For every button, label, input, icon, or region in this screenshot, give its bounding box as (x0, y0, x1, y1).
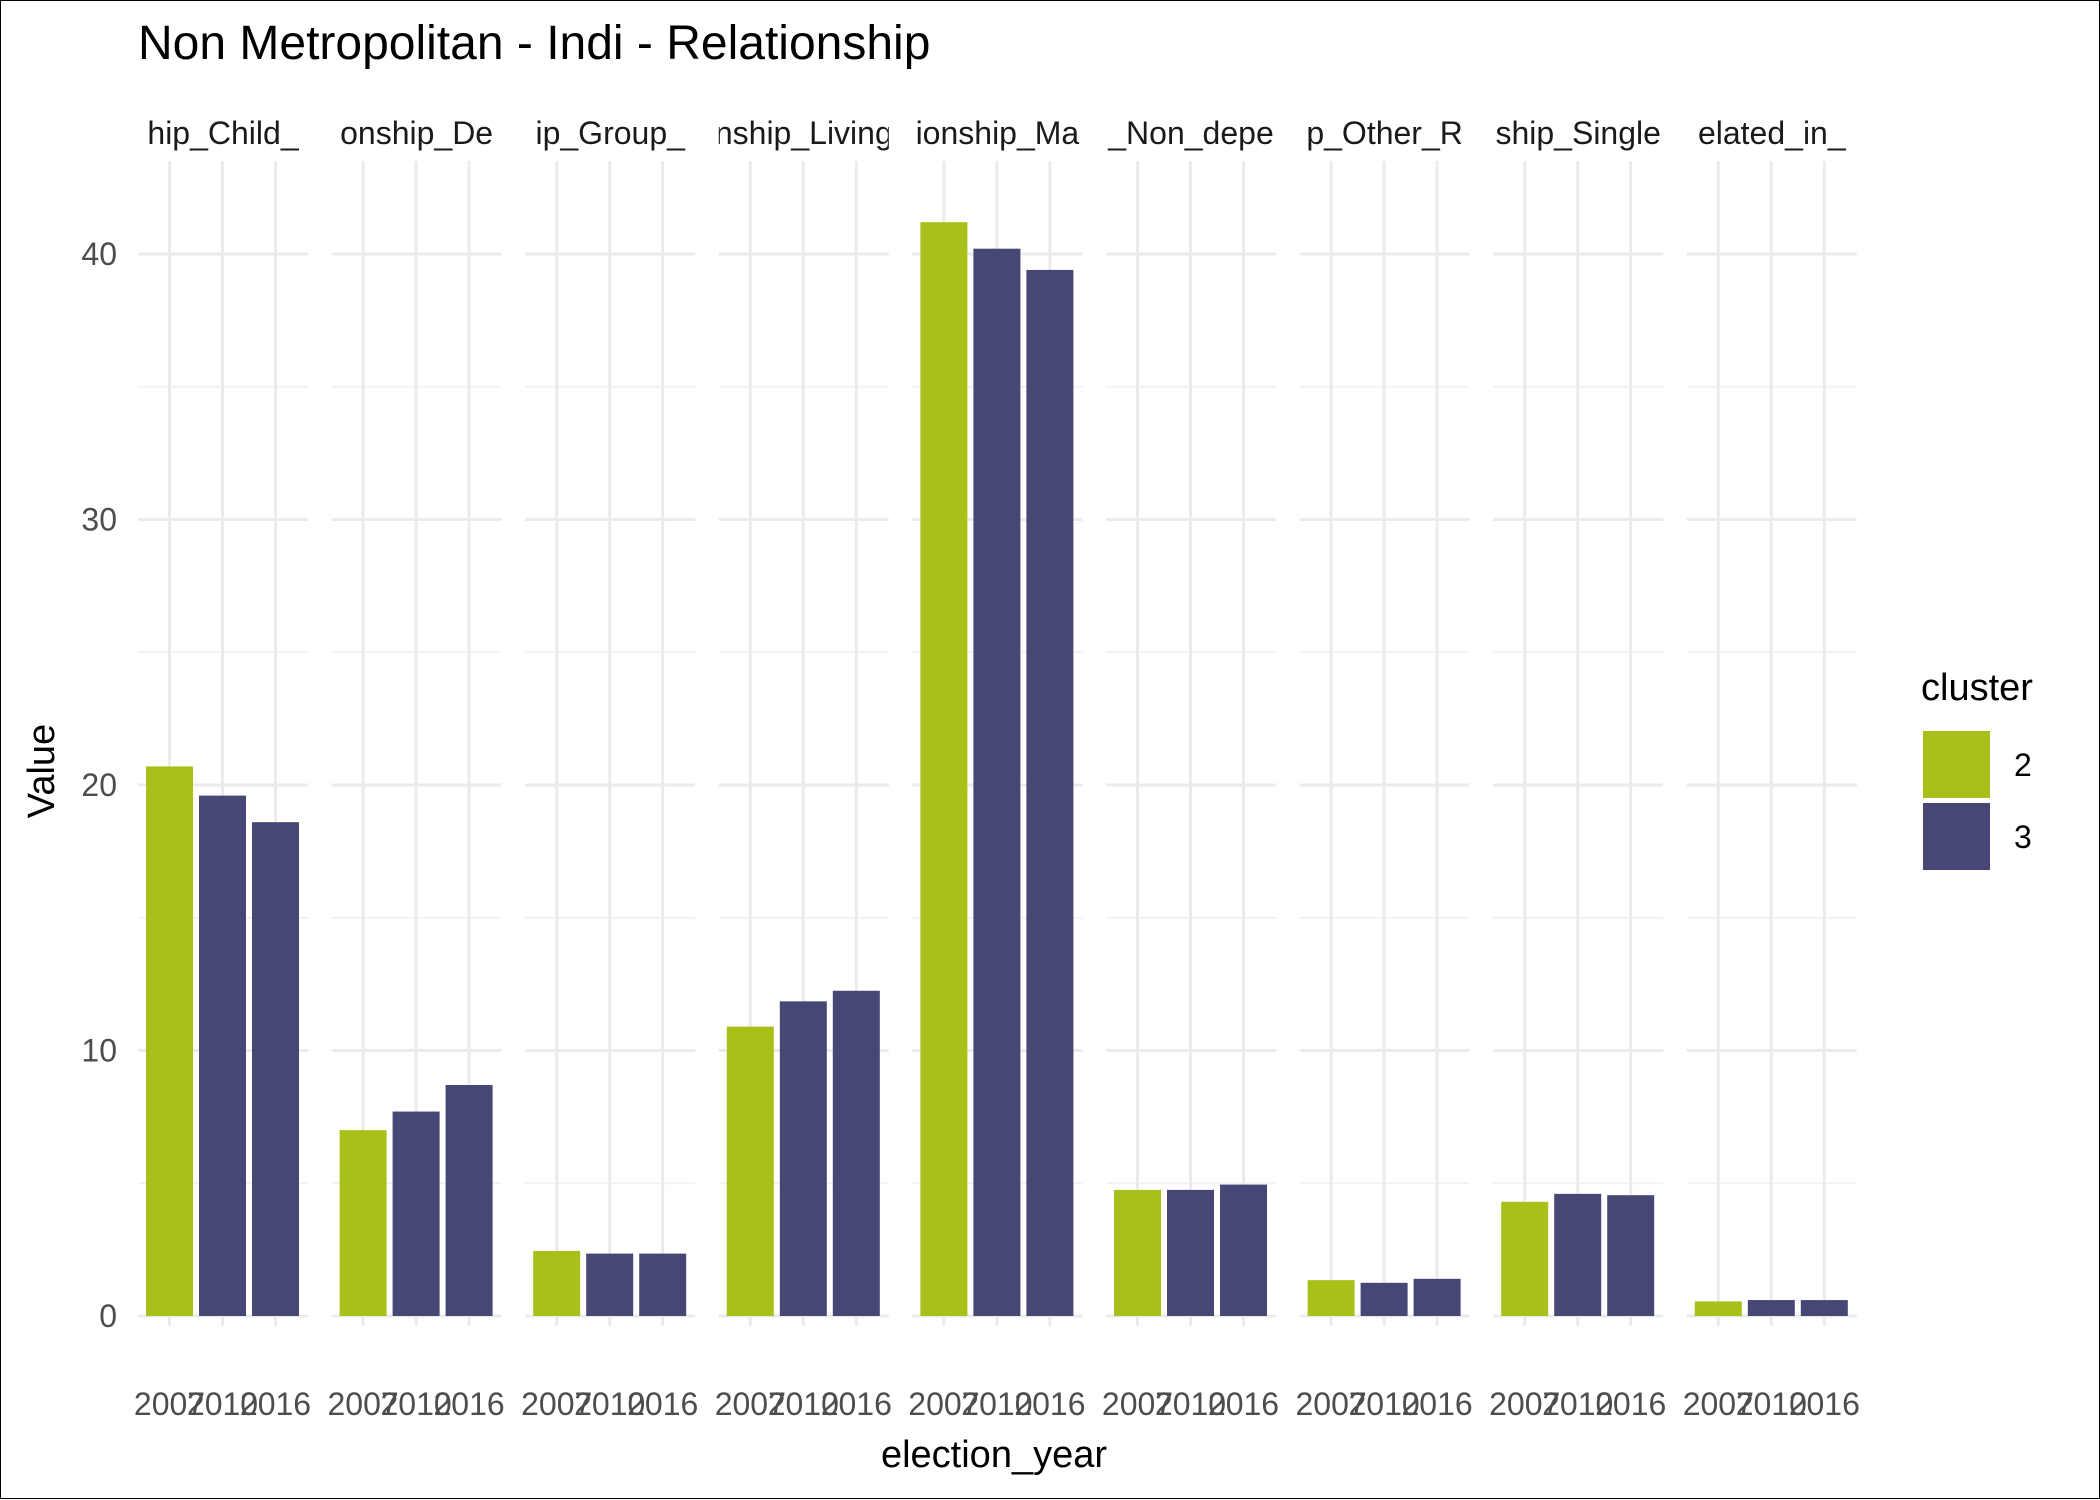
facet-strip-label: ship_Single (1495, 115, 1660, 151)
x-tick-label: 2016 (1014, 1386, 1085, 1422)
legend-swatch (1923, 731, 1990, 798)
facet-strip-label: _Non_depe (1107, 115, 1273, 151)
bar (920, 222, 968, 1316)
bar (639, 1253, 687, 1316)
legend-title: cluster (1921, 667, 2033, 709)
y-axis-label: Value (21, 724, 63, 818)
x-axis-label: election_year (881, 1434, 1107, 1476)
bar (586, 1253, 634, 1316)
x-tick-label: 2016 (1208, 1386, 1279, 1422)
y-tick-label: 20 (81, 767, 117, 803)
bar (1747, 1300, 1795, 1316)
bar (832, 990, 880, 1316)
x-tick-label: 2016 (1402, 1386, 1473, 1422)
bar (252, 822, 299, 1316)
legend-label: 2 (2014, 747, 2032, 783)
bar (392, 1111, 440, 1316)
y-axis: 0 10 20 30 40 (81, 236, 117, 1334)
facet-strip-label: nship_Living (715, 115, 893, 151)
facet-strip-label: p_Other_R (1306, 115, 1463, 151)
y-tick-label: 0 (99, 1298, 117, 1334)
bar (973, 248, 1021, 1317)
facet-strip-label: elated_in_ (1698, 115, 1847, 151)
bar (146, 766, 193, 1316)
x-tick-label: 2007 (908, 1386, 979, 1422)
x-tick-label: 2016 (240, 1386, 311, 1422)
bar (1026, 269, 1074, 1317)
x-tick-label: 2016 (821, 1386, 892, 1422)
bar (199, 795, 246, 1316)
x-tick-label: 2016 (627, 1386, 698, 1422)
x-tick-label: 2007 (1102, 1386, 1173, 1422)
legend: cluster 2 3 (1921, 667, 2033, 870)
facet-strip-label: ionship_Ma (916, 115, 1080, 151)
x-tick-label: 2007 (1489, 1386, 1560, 1422)
bar (1220, 1184, 1267, 1316)
bar (1114, 1189, 1161, 1316)
facet-strip-label: onship_De (340, 115, 493, 151)
x-tick-label: 2016 (1595, 1386, 1666, 1422)
x-tick-label: 2007 (328, 1386, 399, 1422)
bar (779, 1001, 827, 1316)
bar (339, 1130, 387, 1316)
facet-strip-label: hip_Child_ (147, 115, 299, 151)
x-tick-label: 2007 (134, 1386, 205, 1422)
x-tick-label: 2010 (961, 1386, 1032, 1422)
bar (1413, 1278, 1461, 1316)
x-tick-label: 2010 (187, 1386, 258, 1422)
x-tick-label: 2010 (574, 1386, 645, 1422)
x-tick-label: 2010 (1736, 1386, 1807, 1422)
bar (1800, 1300, 1848, 1316)
x-tick-label: 2007 (521, 1386, 592, 1422)
facet-strip-label: ip_Group_ (535, 115, 686, 151)
x-tick-label: 2010 (381, 1386, 452, 1422)
bar (1554, 1193, 1602, 1316)
x-tick-label: 2010 (1542, 1386, 1613, 1422)
bar (1607, 1195, 1655, 1316)
bar (1360, 1282, 1408, 1316)
bar (1307, 1280, 1355, 1316)
facet-panels: hip_Child_200720102016onship_De200720102… (134, 115, 1860, 1422)
bar (1167, 1189, 1214, 1316)
x-tick-label: 2007 (1683, 1386, 1754, 1422)
bar (445, 1085, 493, 1316)
bar (1501, 1201, 1549, 1316)
y-tick-label: 30 (81, 502, 117, 538)
bar (726, 1026, 774, 1316)
y-tick-label: 40 (81, 236, 117, 272)
y-tick-label: 10 (81, 1033, 117, 1069)
x-tick-label: 2010 (1349, 1386, 1420, 1422)
x-tick-label: 2010 (1155, 1386, 1226, 1422)
x-tick-label: 2007 (1296, 1386, 1367, 1422)
bar (1694, 1301, 1742, 1316)
x-tick-label: 2016 (434, 1386, 505, 1422)
x-tick-label: 2016 (1789, 1386, 1860, 1422)
legend-label: 3 (2014, 819, 2032, 855)
bar (533, 1250, 581, 1316)
x-tick-label: 2007 (715, 1386, 786, 1422)
chart-title: Non Metropolitan - Indi - Relationship (138, 17, 930, 70)
legend-swatch (1923, 803, 1990, 870)
x-tick-label: 2010 (768, 1386, 839, 1422)
